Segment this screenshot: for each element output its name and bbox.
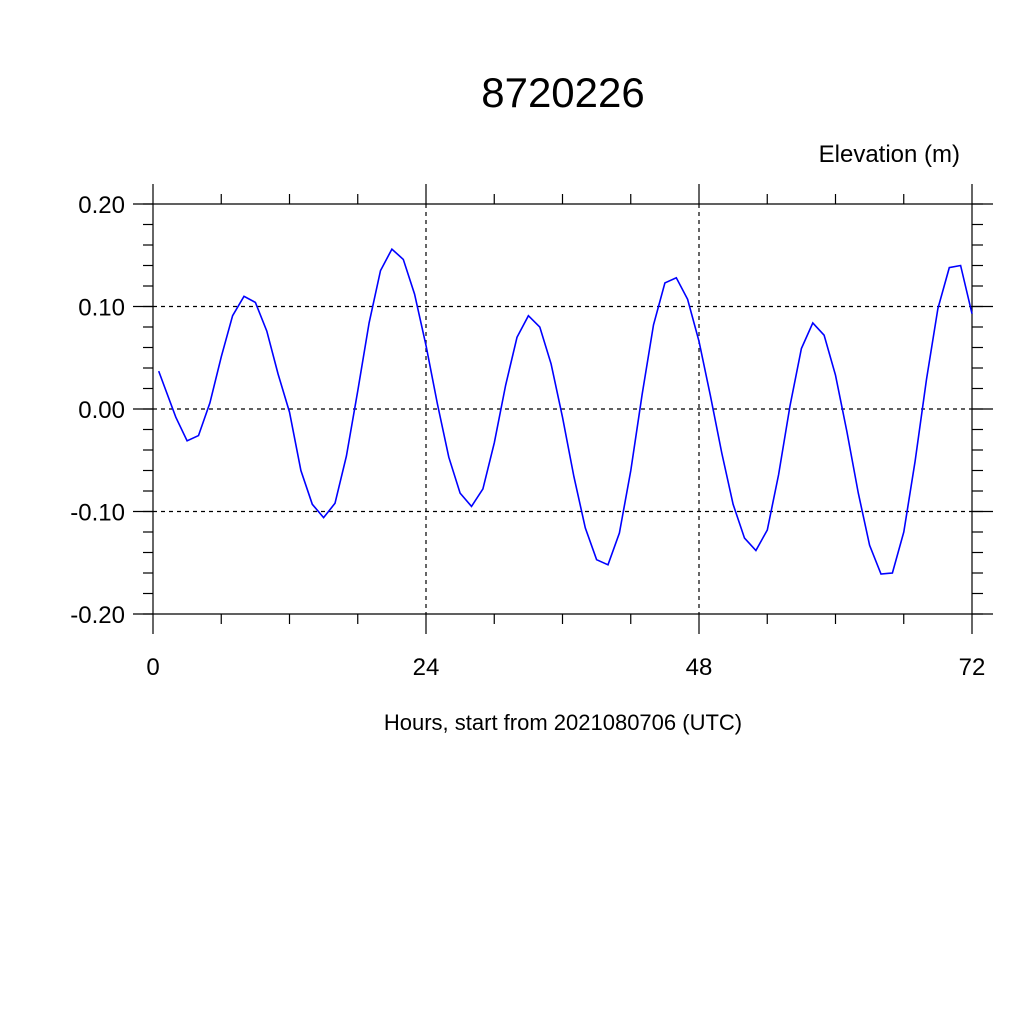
y-tick-label: 0.20: [78, 192, 125, 219]
x-tick-label: 48: [686, 654, 713, 681]
y-tick-label: -0.10: [70, 500, 125, 527]
y-tick-labels: 0.20 0.10 0.00 -0.10 -0.20: [70, 192, 125, 629]
chart-title: 8720226: [481, 69, 645, 116]
x-tick-label: 72: [959, 654, 986, 681]
y-tick-label: -0.20: [70, 602, 125, 629]
series-line: [157, 247, 973, 575]
chart-subtitle: Elevation (m): [819, 141, 960, 168]
y-tick-label: 0.10: [78, 295, 125, 322]
x-tick-labels: 0 24 48 72: [146, 654, 985, 681]
grid-lines: [153, 204, 972, 614]
axes: [133, 184, 993, 634]
x-tick-label: 0: [146, 654, 159, 681]
x-axis-label: Hours, start from 2021080706 (UTC): [384, 710, 742, 735]
x-tick-label: 24: [413, 654, 440, 681]
y-tick-label: 0.00: [78, 397, 125, 424]
